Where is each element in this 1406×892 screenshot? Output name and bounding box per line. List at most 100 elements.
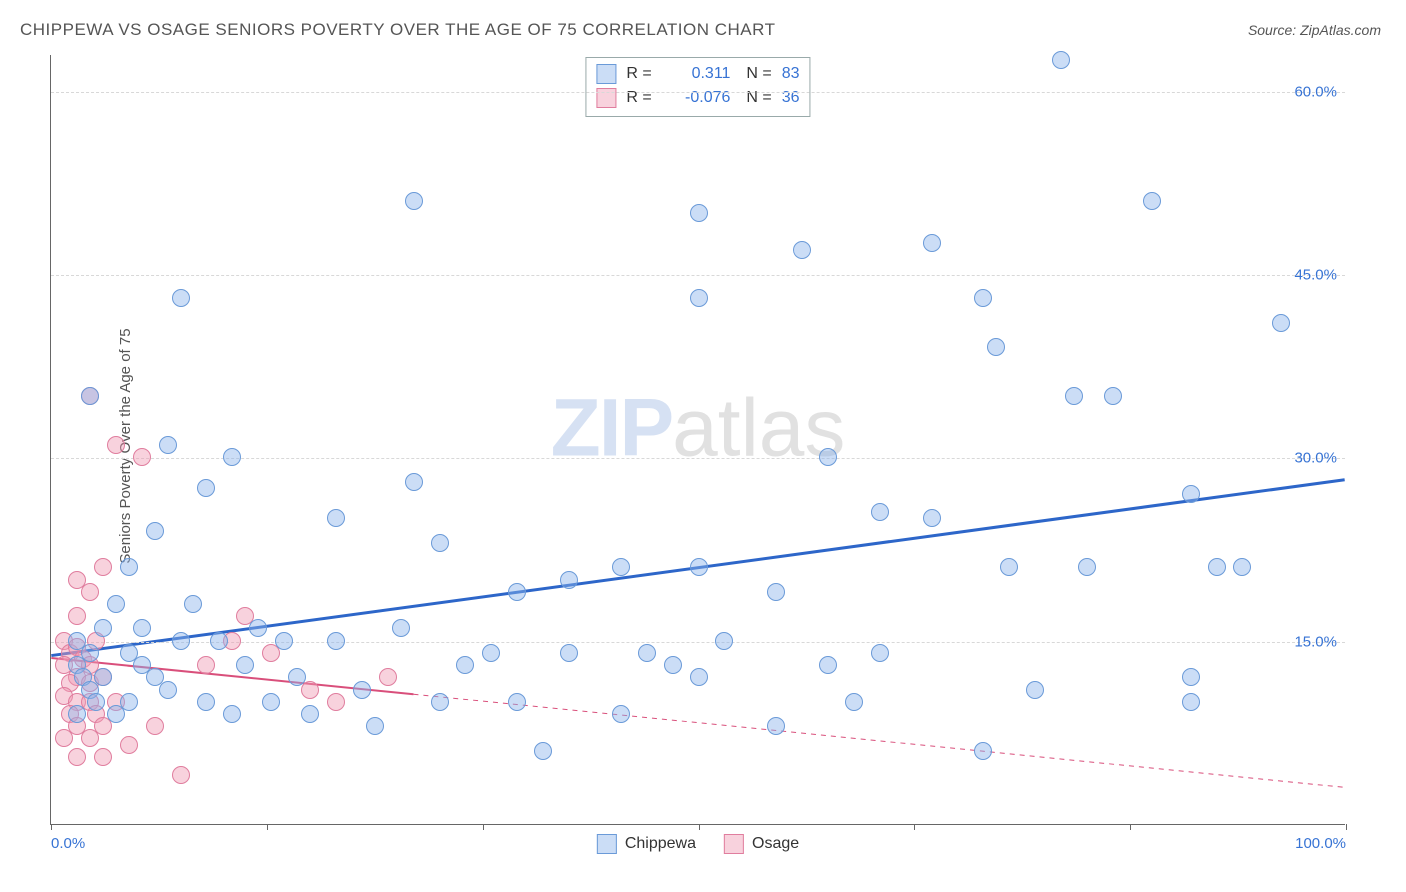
osage-point	[197, 656, 215, 674]
chippewa-point	[197, 479, 215, 497]
chippewa-point	[262, 693, 280, 711]
chippewa-point	[327, 509, 345, 527]
chippewa-point	[94, 619, 112, 637]
chart-container: CHIPPEWA VS OSAGE SENIORS POVERTY OVER T…	[0, 0, 1406, 892]
grid-line	[51, 458, 1345, 459]
y-tick-label: 45.0%	[1294, 267, 1337, 284]
chippewa-point	[1182, 693, 1200, 711]
r-value-chippewa: 0.311	[670, 65, 730, 83]
chippewa-point	[1026, 681, 1044, 699]
chippewa-point	[1078, 558, 1096, 576]
legend-label-osage: Osage	[752, 835, 799, 853]
chippewa-point	[690, 558, 708, 576]
chippewa-point	[1233, 558, 1251, 576]
legend-item-osage: Osage	[724, 834, 799, 854]
chippewa-point	[366, 717, 384, 735]
chippewa-point	[431, 534, 449, 552]
chippewa-point	[1104, 387, 1122, 405]
chippewa-point	[81, 387, 99, 405]
chippewa-point	[987, 338, 1005, 356]
chippewa-point	[236, 656, 254, 674]
osage-point	[94, 558, 112, 576]
chippewa-point	[68, 705, 86, 723]
grid-line	[51, 275, 1345, 276]
legend-swatch-osage	[724, 834, 744, 854]
osage-point	[379, 668, 397, 686]
x-tick	[1130, 824, 1131, 830]
chippewa-point	[223, 705, 241, 723]
chippewa-point	[392, 619, 410, 637]
osage-point	[55, 729, 73, 747]
osage-point	[68, 748, 86, 766]
watermark: ZIPatlas	[551, 381, 846, 475]
legend-row-osage: R = -0.076 N = 36	[596, 86, 799, 110]
r-label: R =	[626, 65, 660, 83]
chippewa-point	[405, 192, 423, 210]
chippewa-point	[1143, 192, 1161, 210]
x-tick	[483, 824, 484, 830]
legend-swatch-chippewa	[596, 64, 616, 84]
chippewa-point	[482, 644, 500, 662]
chippewa-point	[197, 693, 215, 711]
chippewa-point	[974, 742, 992, 760]
chippewa-point	[871, 644, 889, 662]
osage-point	[81, 583, 99, 601]
chippewa-point	[690, 668, 708, 686]
x-tick-label: 0.0%	[51, 835, 85, 852]
chippewa-point	[223, 448, 241, 466]
chippewa-point	[612, 558, 630, 576]
chippewa-point	[923, 509, 941, 527]
osage-point	[133, 448, 151, 466]
chippewa-point	[120, 693, 138, 711]
chippewa-point	[159, 681, 177, 699]
chippewa-point	[1182, 485, 1200, 503]
chippewa-point	[87, 693, 105, 711]
chippewa-point	[560, 571, 578, 589]
osage-point	[94, 748, 112, 766]
chippewa-point	[249, 619, 267, 637]
osage-point	[327, 693, 345, 711]
chippewa-point	[210, 632, 228, 650]
chippewa-point	[275, 632, 293, 650]
chippewa-point	[767, 583, 785, 601]
chippewa-point	[612, 705, 630, 723]
chippewa-point	[715, 632, 733, 650]
chippewa-point	[159, 436, 177, 454]
chippewa-point	[560, 644, 578, 662]
chippewa-point	[974, 289, 992, 307]
chippewa-point	[172, 632, 190, 650]
x-tick-label: 100.0%	[1295, 835, 1346, 852]
osage-point	[172, 766, 190, 784]
chippewa-point	[184, 595, 202, 613]
legend-swatch-chippewa	[597, 834, 617, 854]
chippewa-point	[923, 234, 941, 252]
trend-lines-svg	[51, 55, 1345, 824]
chippewa-point	[1065, 387, 1083, 405]
chippewa-point	[327, 632, 345, 650]
grid-line	[51, 92, 1345, 93]
chippewa-point	[664, 656, 682, 674]
chippewa-point	[107, 595, 125, 613]
chippewa-point	[353, 681, 371, 699]
chippewa-point	[690, 289, 708, 307]
watermark-zip: ZIP	[551, 382, 673, 473]
chippewa-point	[793, 241, 811, 259]
legend-row-chippewa: R = 0.311 N = 83	[596, 62, 799, 86]
osage-point	[120, 736, 138, 754]
x-tick	[699, 824, 700, 830]
x-tick	[914, 824, 915, 830]
y-tick-label: 60.0%	[1294, 83, 1337, 100]
y-tick-label: 15.0%	[1294, 633, 1337, 650]
plot-area: ZIPatlas R = 0.311 N = 83 R = -0.076 N =…	[50, 55, 1345, 825]
y-tick-label: 30.0%	[1294, 450, 1337, 467]
chart-title: CHIPPEWA VS OSAGE SENIORS POVERTY OVER T…	[20, 20, 775, 40]
chippewa-point	[94, 668, 112, 686]
osage-point	[81, 729, 99, 747]
osage-point	[107, 436, 125, 454]
chippewa-point	[456, 656, 474, 674]
source-attribution: Source: ZipAtlas.com	[1248, 22, 1381, 38]
chippewa-point	[405, 473, 423, 491]
chippewa-point	[1272, 314, 1290, 332]
chippewa-point	[871, 503, 889, 521]
chippewa-point	[1000, 558, 1018, 576]
